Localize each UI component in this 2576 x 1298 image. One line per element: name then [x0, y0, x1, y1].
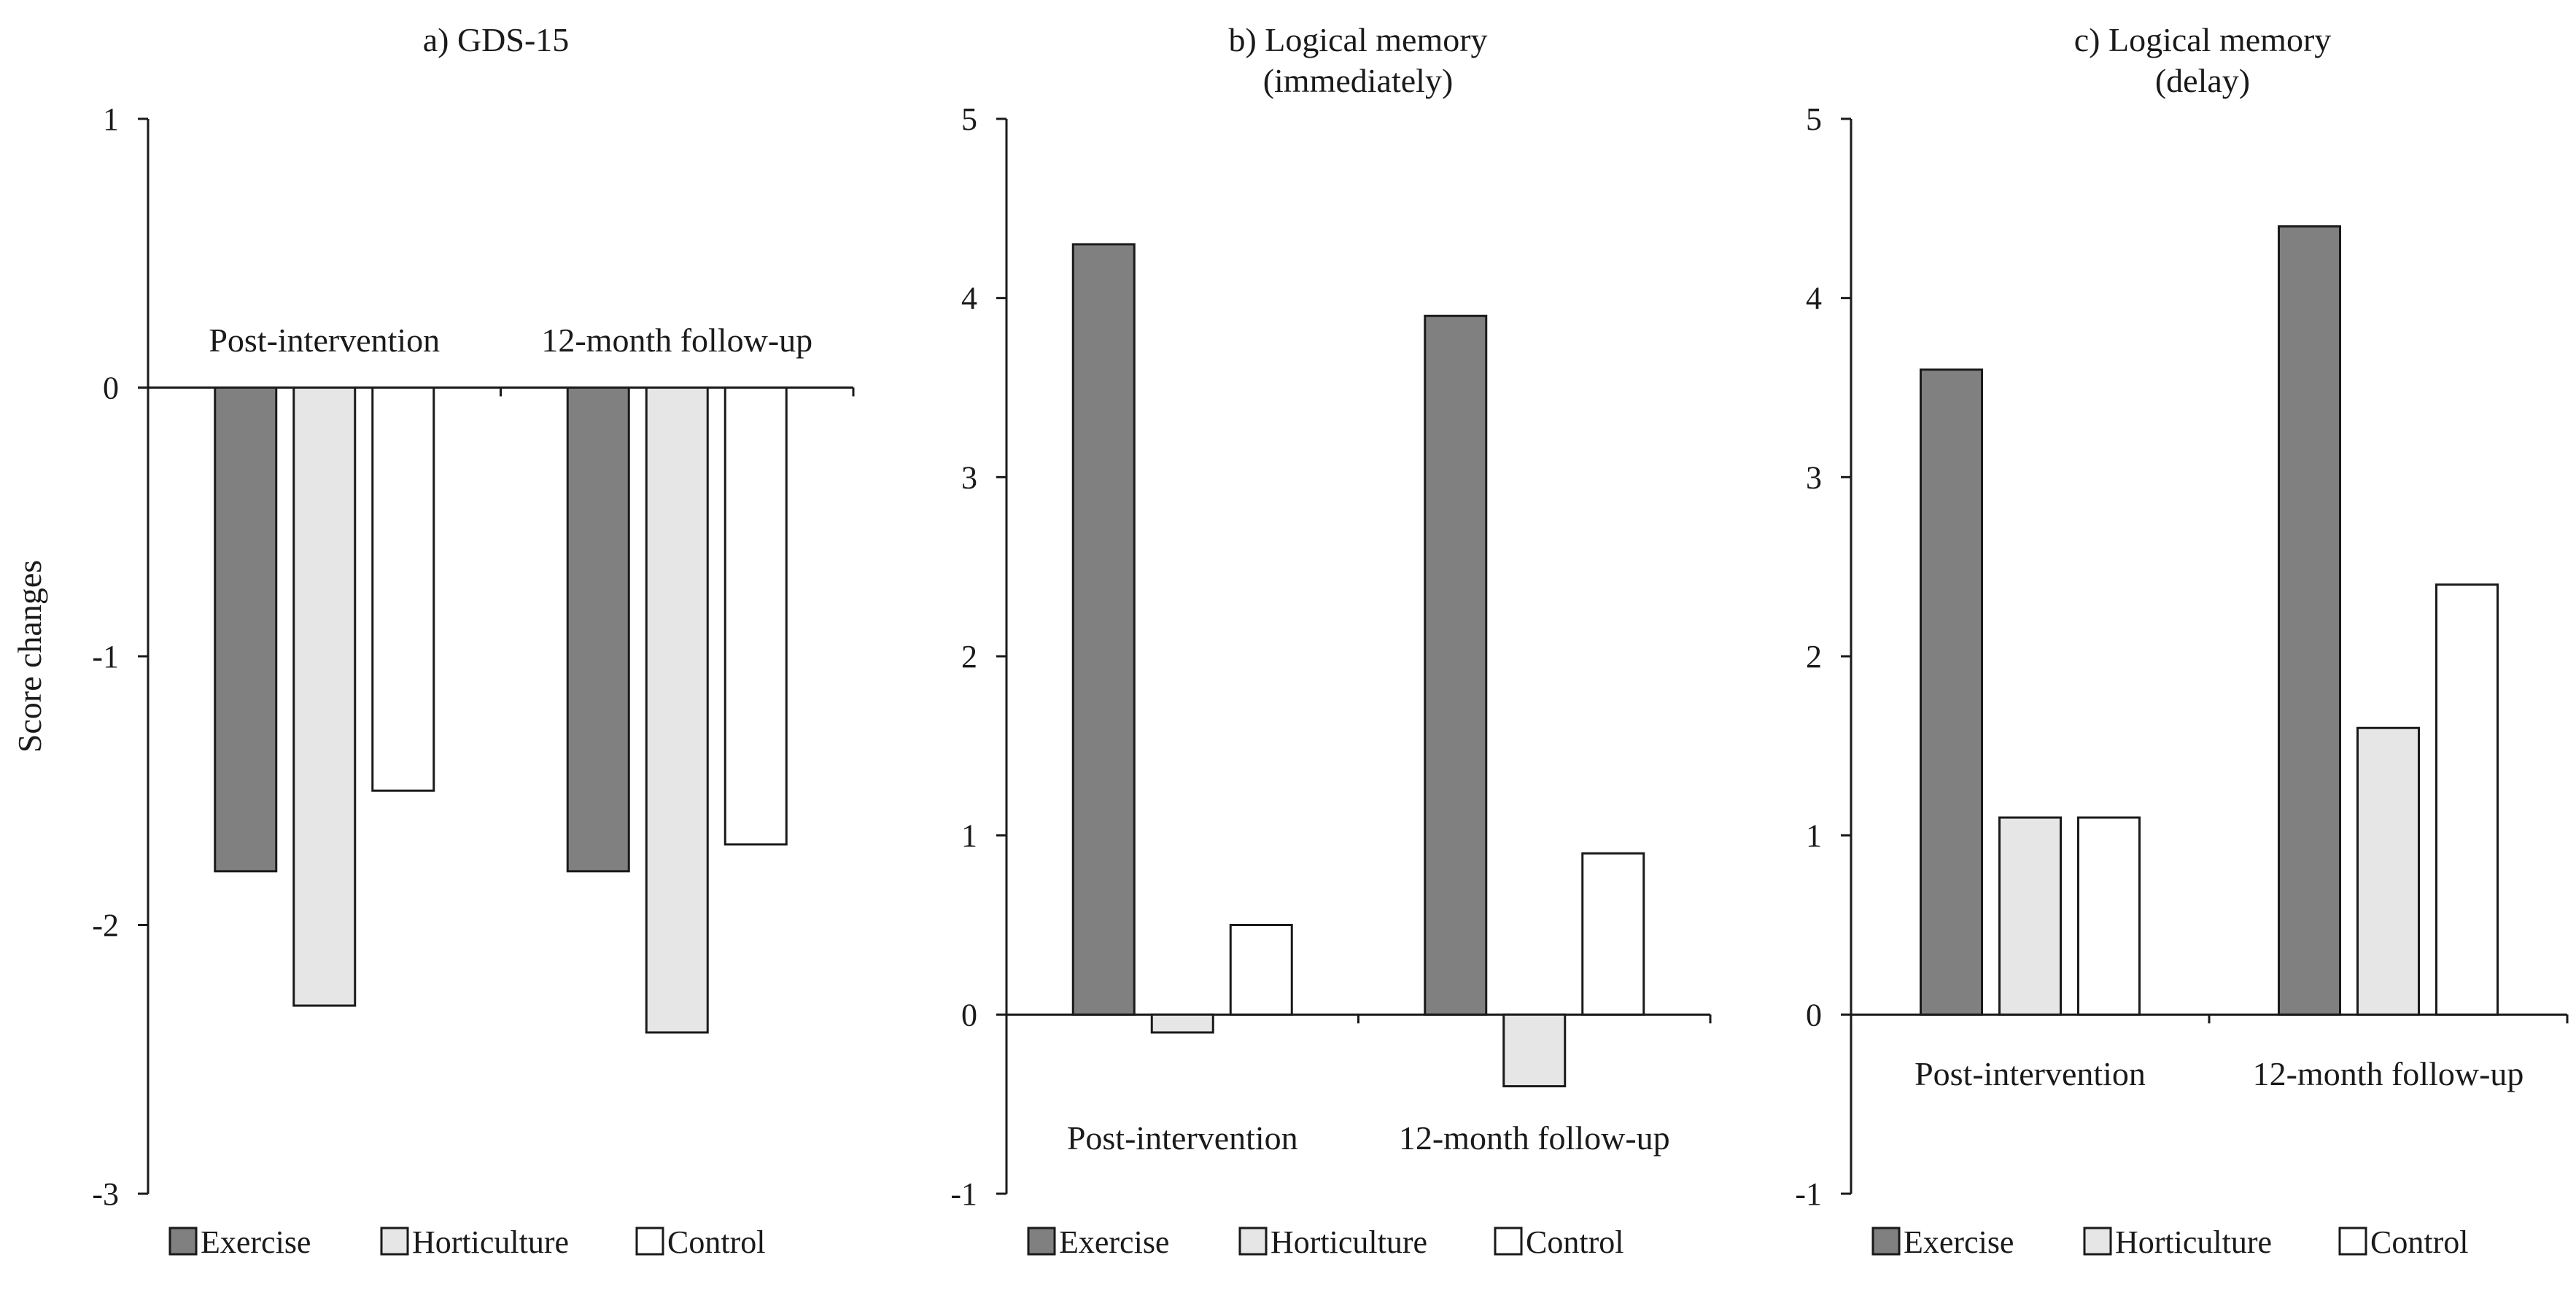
bar-exercise	[1920, 368, 1983, 1016]
chart-title: a) GDS-15	[423, 21, 570, 58]
bar-control	[1229, 924, 1293, 1016]
bar-horticulture	[1150, 1013, 1214, 1034]
legend-swatch-exercise	[168, 1227, 198, 1256]
y-tick-label: 1	[103, 101, 119, 137]
bar-horticulture	[1998, 816, 2062, 1016]
y-tick-label: -3	[92, 1176, 119, 1212]
legend-swatch-horticulture	[1238, 1227, 1268, 1256]
chart-title: (delay)	[2155, 62, 2250, 99]
legend-swatch-exercise	[1027, 1227, 1056, 1256]
y-tick-label: -2	[92, 908, 119, 944]
bar-exercise	[1424, 314, 1488, 1016]
y-tick-label: 3	[961, 459, 977, 495]
chart-title: b) Logical memory	[1228, 21, 1487, 58]
bar-control	[2435, 583, 2499, 1016]
category-label: 12-month follow-up	[1399, 1119, 1670, 1157]
legend-label-horticulture: Horticulture	[412, 1224, 569, 1260]
bar-exercise	[1071, 243, 1136, 1016]
y-tick-label: 2	[961, 639, 977, 675]
bar-control	[2077, 816, 2141, 1016]
chart-title: c) Logical memory	[2074, 21, 2332, 58]
bar-exercise	[2278, 225, 2341, 1016]
bar-control	[1581, 852, 1645, 1016]
legend-label-control: Control	[667, 1224, 765, 1260]
legend-label-exercise: Exercise	[201, 1224, 311, 1260]
panel-gds15: a) GDS-15 1 0 -1 -2 -3 Score changes Post-inter…	[11, 21, 855, 1260]
bar-exercise	[566, 386, 630, 873]
panel-logical-memory-immediate: b) Logical memory (immediately) 5 4 3 2 1 0 -1 Po…	[950, 21, 1712, 1260]
y-tick-label: 1	[1806, 818, 1822, 854]
y-tick-label: 0	[1806, 997, 1822, 1033]
category-label: Post-intervention	[1067, 1119, 1298, 1157]
legend-label-control: Control	[1526, 1224, 1623, 1260]
category-label: Post-intervention	[1914, 1055, 2146, 1092]
legend-label-exercise: Exercise	[1904, 1224, 2014, 1260]
y-tick-label: 2	[1806, 639, 1822, 675]
legend-swatch-control	[2338, 1227, 2367, 1256]
category-label: 12-month follow-up	[2253, 1055, 2524, 1092]
legend-swatch-control	[1494, 1227, 1523, 1256]
y-tick-label: 1	[961, 818, 977, 854]
legend-swatch-horticulture	[2083, 1227, 2112, 1256]
y-tick-label: 4	[961, 281, 977, 316]
legend-swatch-exercise	[1871, 1227, 1901, 1256]
legend-swatch-horticulture	[380, 1227, 409, 1256]
y-axis-label: Score changes	[11, 560, 48, 753]
bar-control	[371, 386, 435, 792]
y-tick-label: 5	[1806, 101, 1822, 137]
chart-title: (immediately)	[1263, 62, 1454, 99]
bar-horticulture	[645, 386, 709, 1034]
y-tick-label: 0	[103, 370, 119, 406]
bar-exercise	[214, 386, 278, 873]
y-tick-label: 0	[961, 997, 977, 1033]
y-tick-label: 3	[1806, 459, 1822, 495]
legend-label-exercise: Exercise	[1059, 1224, 1169, 1260]
y-tick-label: -1	[950, 1176, 977, 1212]
y-tick-label: -1	[92, 639, 119, 675]
y-tick-label: 4	[1806, 281, 1822, 316]
y-tick-label: 5	[961, 101, 977, 137]
bar-control	[723, 386, 788, 846]
bar-horticulture	[292, 386, 357, 1007]
panel-logical-memory-delay: c) Logical memory (delay) 5 4 3 2 1 0 -1 Post-int…	[1795, 21, 2569, 1260]
category-label: Post-intervention	[209, 322, 440, 359]
bar-horticulture	[1502, 1013, 1567, 1088]
y-tick-label: -1	[1795, 1176, 1822, 1212]
category-label: 12-month follow-up	[541, 322, 812, 359]
legend-label-control: Control	[2370, 1224, 2468, 1260]
legend-label-horticulture: Horticulture	[1270, 1224, 1427, 1260]
bar-horticulture	[2356, 726, 2420, 1016]
legend-label-horticulture: Horticulture	[2115, 1224, 2272, 1260]
legend-swatch-control	[635, 1227, 664, 1256]
